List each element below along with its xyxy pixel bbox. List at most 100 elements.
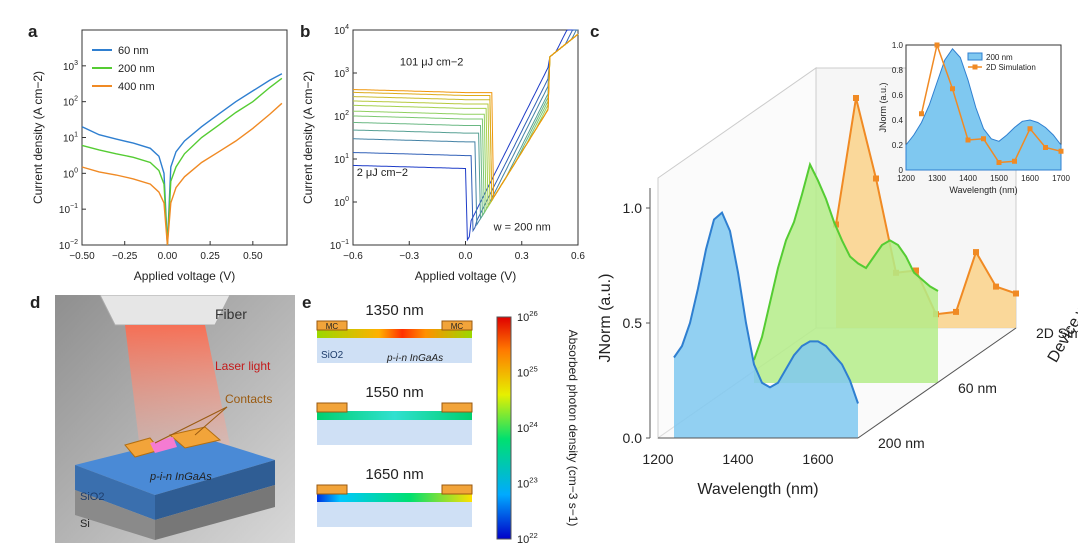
colorbar-tick-label: 1024: [517, 420, 539, 435]
series-line-b-11: [352, 33, 579, 200]
area-line-c-1: [753, 161, 939, 361]
ytick-label-a: 10−2: [59, 239, 78, 252]
sio2-side-right: [155, 460, 275, 520]
sio2-label: SiO2: [80, 491, 104, 503]
sio2-top: [75, 435, 275, 495]
panel-letter-c: c: [590, 22, 600, 41]
contact-right-0: [441, 320, 473, 331]
pin-label: p-i-n InGaAs: [149, 471, 212, 483]
substrate-1: [317, 419, 472, 445]
ytick-label-b: 10−1: [330, 239, 349, 252]
panel-letter-a: a: [28, 22, 38, 41]
xtick-label-b: −0.3: [399, 251, 419, 262]
ztick-label-c: 2D Simulation: [1036, 325, 1078, 341]
inset-xtick-label: 1700: [1052, 174, 1070, 183]
inset-ytick-label: 0.6: [892, 91, 904, 100]
inset-xtick-label: 1400: [959, 174, 977, 183]
xtick-label-a: 0.00: [158, 251, 178, 262]
heatmap-title-1: 1550 nm: [365, 384, 423, 401]
series-line-b-5: [352, 33, 579, 215]
xtick-label-a: 0.25: [200, 251, 220, 262]
annotation-width: w = 200 nm: [493, 221, 551, 233]
ytick-label-a: 101: [63, 132, 78, 145]
x-axis-label-a: Applied voltage (V): [134, 269, 235, 283]
heatmap-title-2: 1650 nm: [365, 466, 423, 483]
inset-marker-9: [1058, 148, 1064, 154]
marker-c-9: [1013, 290, 1019, 297]
series-line-b-2: [353, 29, 579, 227]
contacts-label: Contacts: [225, 392, 272, 406]
xtick-label-b: 0.3: [515, 251, 529, 262]
si-label: Si: [80, 518, 90, 530]
si-side-left: [75, 490, 155, 540]
legend-label-a-2: 400 nm: [118, 81, 155, 93]
mc-label-left: MC: [326, 322, 339, 331]
sio2-label-e: SiO2: [321, 350, 344, 361]
colorbar-tick-label: 1025: [517, 365, 538, 380]
xtick-label-a: 0.50: [243, 251, 263, 262]
inset-legend-swatch-0: [967, 52, 983, 61]
inset-legend-label-1: 2D Simulation: [986, 63, 1036, 72]
fiber-label: Fiber: [215, 306, 247, 322]
ytick-label-b: 103: [334, 67, 349, 80]
mc-label-right: MC: [451, 322, 464, 331]
ztick-label-c: 200 nm: [878, 435, 925, 451]
marker-c-1: [853, 95, 859, 101]
inset-ytick-label: 0.4: [892, 116, 904, 125]
legend-label-a-0: 60 nm: [118, 45, 149, 57]
ytick-label-c: 0.5: [623, 315, 643, 331]
series-line-a-0: [81, 73, 283, 246]
marker-c-7: [973, 249, 979, 256]
inset-ytick-label: 0.8: [892, 66, 904, 75]
inset-legend-label-0: 200 nm: [986, 53, 1013, 62]
y-axis-label-c: JNorm (a.u.): [597, 274, 614, 363]
inset-area-200nm: [905, 47, 1062, 171]
inset-ytick-label: 0.2: [892, 141, 904, 150]
colorbar-tick-label: 1023: [517, 476, 538, 491]
heatmap-layer-2: [317, 493, 472, 502]
series-line-b-3: [352, 33, 579, 221]
ytick-label-b: 101: [334, 153, 349, 166]
series-line-b-4: [352, 33, 579, 218]
inset-marker-0: [919, 111, 924, 117]
area-line-c-0: [673, 210, 859, 404]
contact-right-2: [441, 484, 473, 495]
heatmap-title-0: 1350 nm: [365, 302, 423, 319]
series-line-b-6: [352, 33, 579, 212]
substrate-0: [317, 337, 472, 363]
xtick-label-c: 1400: [722, 451, 753, 467]
heatmap-layer-0: [317, 329, 472, 338]
heatmap-layer-1: [317, 411, 472, 420]
annotation-high-fluence: 101 μJ cm−2: [400, 56, 464, 68]
x-axis-label-b: Applied voltage (V): [415, 269, 516, 283]
ytick-label-a: 10−1: [59, 203, 78, 216]
chart-a: 10−2 10−1 100 101 102 103 −0.50 −0.25 0.00 0.25 0.…: [31, 29, 288, 283]
marker-c-2: [873, 175, 879, 182]
inset-line-sim: [920, 42, 1062, 164]
marker-c-6: [953, 308, 959, 315]
y-axis-label-b: Current density (A cm−2): [301, 71, 315, 204]
x-axis-label-c: Wavelength (nm): [697, 481, 818, 498]
ytick-label-a: 100: [63, 167, 78, 180]
inset-marker-3: [965, 137, 971, 143]
ytick-label-c: 0.0: [623, 430, 643, 446]
inset-xtick-label: 1200: [897, 174, 915, 183]
inset-ytick-label: 0: [899, 166, 904, 175]
contact-left-1: [316, 402, 348, 413]
fiber: [99, 295, 231, 326]
contact-right: [168, 426, 222, 449]
pin-label-e: p-i-n InGaAs: [386, 353, 443, 364]
si-side-right: [155, 485, 275, 540]
xtick-label-c: 1200: [642, 451, 673, 467]
series-line-b-0: [352, 29, 578, 242]
xtick-label-a: −0.25: [112, 251, 138, 262]
xtick-label-a: −0.50: [69, 251, 95, 262]
sio2-side-left: [75, 465, 155, 520]
panel-letter-e: e: [302, 293, 312, 312]
ytick-label-b: 102: [334, 110, 349, 123]
xtick-label-b: 0.6: [571, 251, 585, 262]
marker-c-8: [993, 283, 999, 290]
series-line-b-1: [352, 29, 578, 233]
contact-left-0: [316, 320, 348, 331]
